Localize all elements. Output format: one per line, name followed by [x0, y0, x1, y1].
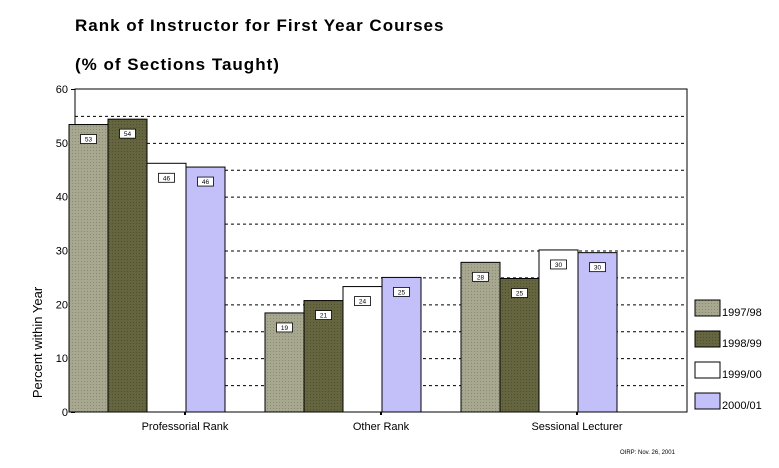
- y-tick-label: 60: [56, 84, 68, 96]
- data-label: 21: [320, 313, 328, 320]
- bar: [538, 249, 579, 413]
- legend-swatch: [694, 392, 721, 410]
- data-label: 54: [124, 131, 132, 138]
- x-tick-label: Other Rank: [353, 421, 410, 433]
- chart-subtitle: (% of Sections Taught): [75, 55, 280, 74]
- data-label: 30: [594, 265, 602, 272]
- data-label: 28: [477, 274, 485, 281]
- data-label-box: [80, 134, 97, 144]
- y-tick-label: 30: [56, 246, 68, 258]
- legend-swatch: [694, 330, 721, 348]
- legend-swatch: [694, 361, 721, 379]
- data-label: 25: [516, 290, 524, 297]
- bar: [381, 276, 422, 413]
- data-label-box: [276, 322, 293, 333]
- x-tick-label: Professorial Rank: [142, 421, 229, 433]
- bar: [577, 252, 618, 413]
- legend-swatch: [694, 299, 721, 317]
- y-tick-label: 10: [56, 353, 68, 365]
- data-label-box: [511, 288, 528, 298]
- legend-label: 1997/98: [722, 307, 762, 319]
- y-tick-label: 50: [56, 138, 68, 150]
- bar: [185, 166, 226, 413]
- chart-title: Rank of Instructor for First Year Course…: [75, 16, 445, 35]
- data-label-box: [354, 296, 371, 306]
- legend-label: 1998/99: [722, 338, 762, 350]
- y-tick-label: 0: [62, 407, 68, 419]
- data-label-box: [393, 287, 410, 297]
- y-tick-label: 40: [56, 192, 68, 204]
- data-label: 30: [555, 262, 563, 269]
- bar: [146, 162, 187, 413]
- y-tick-label: 20: [56, 299, 68, 311]
- bar: [342, 286, 383, 413]
- data-label: 53: [85, 137, 93, 144]
- data-label-box: [315, 310, 332, 320]
- legend-label: 1999/00: [722, 369, 762, 381]
- data-label-box: [197, 176, 214, 187]
- data-label-box: [589, 262, 606, 273]
- legend-label: 2000/01: [722, 400, 762, 412]
- data-label: 19: [281, 325, 289, 332]
- footnote: OIRP: Nov. 26, 2001: [620, 450, 675, 456]
- data-label-box: [119, 128, 136, 139]
- y-axis-label: Percent within Year: [30, 286, 45, 398]
- bar: [68, 124, 109, 413]
- x-tick-label: Sessional Lecturer: [531, 421, 622, 433]
- bar: [499, 277, 540, 413]
- data-label-box: [472, 271, 489, 282]
- bar: [107, 118, 148, 413]
- data-label: 46: [163, 175, 171, 182]
- data-label: 46: [202, 179, 210, 186]
- data-label: 24: [359, 299, 367, 306]
- data-label-box: [550, 259, 567, 270]
- data-label-box: [158, 172, 175, 183]
- data-label: 25: [398, 289, 406, 296]
- bar: [460, 261, 501, 413]
